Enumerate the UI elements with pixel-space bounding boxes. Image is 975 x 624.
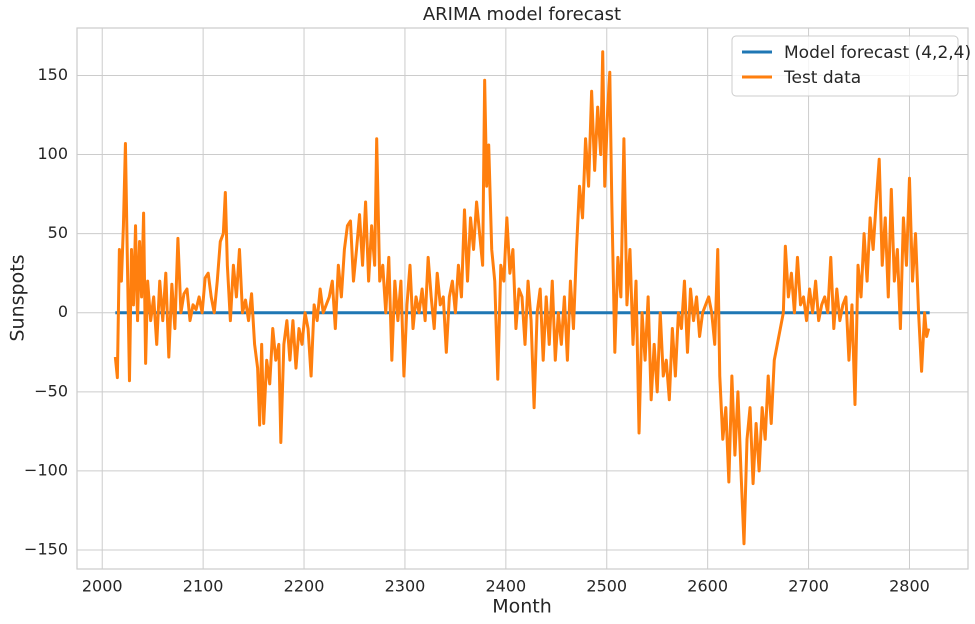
- y-tick-label: 50: [48, 223, 68, 242]
- line-series: [113, 50, 931, 546]
- x-tick-label: 2300: [385, 577, 426, 596]
- legend-label: Model forecast (4,2,4): [784, 43, 971, 63]
- x-tick-label: 2600: [687, 577, 728, 596]
- y-tick-label: 0: [58, 302, 68, 321]
- x-tick-label: 2400: [485, 577, 526, 596]
- y-tick-label: −150: [24, 540, 68, 559]
- y-tick-label: −50: [34, 381, 68, 400]
- legend-box: [731, 35, 959, 97]
- x-tick-label: 2200: [284, 577, 325, 596]
- chart-title: ARIMA model forecast: [423, 4, 621, 25]
- y-tick-label: 150: [37, 65, 68, 84]
- x-tick-label: 2100: [183, 577, 224, 596]
- plot-frame: [76, 27, 969, 570]
- y-tick-label: 100: [37, 144, 68, 163]
- x-tick-label: 2700: [788, 577, 829, 596]
- legend: Model forecast (4,2,4) Test data: [731, 35, 971, 97]
- legend-label: Test data: [783, 68, 861, 88]
- x-tick-label: 2800: [889, 577, 930, 596]
- x-tick-label: 2500: [586, 577, 627, 596]
- y-axis-label: Sunspots: [7, 254, 29, 341]
- y-tick-label: −100: [24, 460, 68, 479]
- x-axis-label: Month: [492, 596, 552, 618]
- x-tick-label: 2000: [82, 577, 123, 596]
